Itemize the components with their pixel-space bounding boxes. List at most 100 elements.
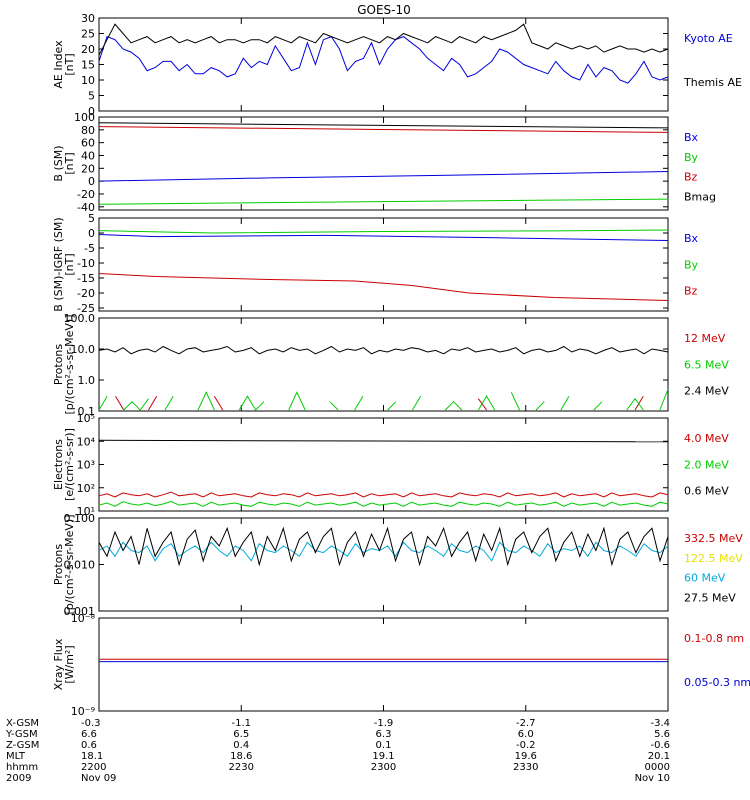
time-axis-value: 2300 [371, 762, 396, 773]
y-tick-label: -10 [77, 257, 95, 270]
panel-4: 0.1 1.0 10.0 100.0 Protons[p/(cm²-s-sr-MeV)]… [52, 312, 729, 418]
y-tick-label: 20 [81, 162, 95, 175]
time-axis-value: 6.0 [518, 729, 534, 740]
time-axis-value: -2.7 [516, 718, 536, 729]
time-axis-value: 0.4 [233, 740, 249, 751]
y-tick-label: 10¹ [77, 505, 95, 518]
y-axis-label: Protons [52, 544, 65, 585]
time-axis-value: 20.1 [648, 751, 670, 762]
panel-frame [98, 417, 669, 512]
y-axis-label: Xray Flux [52, 638, 65, 690]
legend-label: 6.5 MeV [684, 358, 729, 371]
legend-label: Kyoto AE [684, 32, 733, 45]
time-axis-value: 0000 [645, 762, 670, 773]
time-axis-row-label: Z-GSM [6, 740, 39, 751]
y-tick-label: 25 [81, 28, 95, 41]
y-tick-label: 60 [81, 137, 95, 150]
y-tick-label: 0 [88, 105, 95, 118]
time-axis-value: 6.6 [81, 729, 97, 740]
y-tick-label: 80 [81, 124, 95, 137]
series-line [98, 389, 669, 411]
series-line [98, 171, 669, 182]
y-tick-label: 0.100 [64, 512, 96, 525]
y-tick-label: -15 [77, 272, 95, 285]
time-axis-row-label: Y-GSM [5, 729, 38, 740]
legend-label: 0.05-0.3 nm [684, 676, 750, 689]
legend-label: 122.5 MeV [684, 552, 743, 565]
series-line [98, 23, 669, 56]
y-tick-label: 10⁴ [77, 435, 96, 448]
series-line [115, 395, 644, 411]
y-tick-label: 10² [77, 482, 95, 495]
time-axis-row-label: MLT [6, 751, 26, 762]
time-axis-value: 0.1 [376, 740, 392, 751]
y-axis-label: Protons [52, 344, 65, 385]
time-axis-value: 2230 [229, 762, 254, 773]
series-line [98, 122, 669, 129]
series-line [98, 273, 669, 301]
series-line [98, 491, 669, 498]
y-axis-label: [W/m²] [63, 645, 76, 683]
panel-5: 10¹ 10² 10³ 10⁴ 10⁵ Electrons[e/(cm²-s-sr)] 4.… [52, 412, 729, 518]
time-axis-value: 0.6 [81, 740, 97, 751]
y-tick-label: 10⁵ [77, 412, 95, 425]
y-tick-label: 100.0 [64, 312, 96, 325]
panel-frame [98, 17, 669, 112]
y-tick-label: 40 [81, 149, 95, 162]
y-tick-label: 0.1 [78, 405, 96, 418]
legend-label: 0.1-0.8 nm [684, 632, 744, 645]
time-axis-value: -3.4 [650, 718, 670, 729]
legend-label: By [684, 258, 699, 271]
y-tick-label: 100 [74, 111, 95, 124]
y-tick-label: 5 [88, 90, 95, 103]
legend-label: Bx [684, 232, 699, 245]
legend-label: By [684, 151, 699, 164]
legend-label: 0.6 MeV [684, 485, 729, 498]
time-axis-row-label: X-GSM [6, 718, 39, 729]
time-axis-value: 2200 [81, 762, 106, 773]
y-tick-label: 0.010 [64, 559, 96, 572]
legend-label: 27.5 MeV [684, 591, 736, 604]
legend-label: Themis AE [683, 76, 742, 89]
y-tick-label: 10⁻⁹ [71, 705, 95, 718]
y-tick-label: -20 [77, 188, 95, 201]
time-axis-value: 18.6 [230, 751, 252, 762]
y-tick-label: 0.001 [64, 605, 96, 618]
legend-label: Bz [684, 171, 698, 184]
y-tick-label: -20 [77, 287, 95, 300]
y-axis-label: B (SM) [52, 145, 65, 181]
series-line [98, 229, 669, 234]
legend-label: 2.0 MeV [684, 458, 729, 471]
y-axis-label: [nT] [63, 253, 76, 275]
y-axis-label: B (SM)-IGRF (SM) [52, 217, 65, 311]
y-tick-label: -5 [84, 242, 95, 255]
series-line [98, 500, 669, 507]
panel-frame [98, 317, 669, 412]
time-axis-value: 18.1 [81, 751, 103, 762]
series-line [98, 198, 669, 205]
series-line [98, 126, 669, 133]
y-tick-label: 10.0 [71, 343, 96, 356]
series-line [98, 345, 669, 355]
panel-frame [98, 116, 669, 211]
legend-label: Bz [684, 285, 698, 298]
y-tick-label: 1.0 [78, 374, 96, 387]
panel-3: -25 -20 -15 -10 -5 0 5 B (SM)-IGRF (SM)[nT] Bx By… [52, 212, 699, 315]
y-tick-label: 0 [88, 175, 95, 188]
legend-label: Bmag [684, 190, 716, 203]
series-line [98, 541, 669, 562]
y-tick-label: 0 [88, 227, 95, 240]
y-tick-label: 15 [81, 59, 95, 72]
y-tick-label: 10 [81, 74, 95, 87]
legend-label: 12 MeV [684, 332, 726, 345]
y-tick-label: 10⁻⁸ [71, 612, 96, 625]
time-axis-value: Nov 09 [81, 773, 116, 784]
panel-1: 0 5 10 15 20 25 30 AE Index[nT] Kyoto AE Themis A… [52, 12, 742, 118]
y-tick-label: 30 [81, 12, 95, 25]
y-tick-label: 5 [88, 212, 95, 225]
panel-frame [98, 617, 669, 712]
time-axis-value: 6.5 [233, 729, 249, 740]
